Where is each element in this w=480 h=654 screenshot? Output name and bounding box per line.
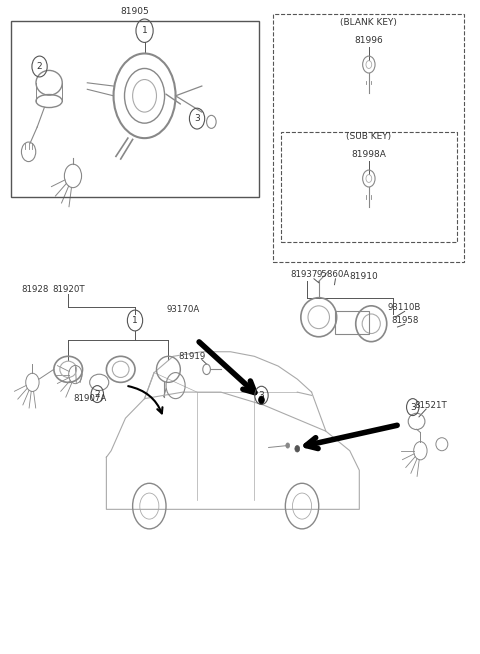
Text: 81928: 81928 [21, 284, 48, 294]
Text: 81996: 81996 [354, 36, 383, 45]
Text: 1: 1 [142, 26, 147, 35]
Text: 81958: 81958 [391, 316, 419, 325]
Text: 81919: 81919 [179, 352, 206, 361]
Bar [11, 21, 259, 197]
Text: 3: 3 [194, 114, 200, 123]
Text: 81910: 81910 [350, 271, 378, 281]
Text: (SUB KEY): (SUB KEY) [346, 131, 391, 141]
Text: 3: 3 [410, 403, 416, 411]
Text: 81920T: 81920T [52, 284, 84, 294]
Circle shape [295, 445, 300, 452]
Text: 81907A: 81907A [73, 394, 106, 403]
Text: 81937: 81937 [291, 270, 318, 279]
Bar [336, 311, 369, 334]
Text: 81521T: 81521T [415, 401, 447, 409]
Text: 2: 2 [95, 390, 100, 398]
Text: 95860A: 95860A [317, 270, 350, 279]
Text: (BLANK KEY): (BLANK KEY) [340, 18, 397, 27]
Circle shape [259, 396, 264, 404]
Text: 81905: 81905 [120, 7, 149, 16]
Text: 93170A: 93170A [166, 305, 199, 314]
Text: 3: 3 [259, 391, 264, 400]
Text: 2: 2 [37, 62, 42, 71]
Text: 81998A: 81998A [351, 150, 386, 159]
Circle shape [286, 443, 289, 448]
Text: 1: 1 [132, 316, 138, 325]
Text: 93110B: 93110B [388, 303, 421, 312]
